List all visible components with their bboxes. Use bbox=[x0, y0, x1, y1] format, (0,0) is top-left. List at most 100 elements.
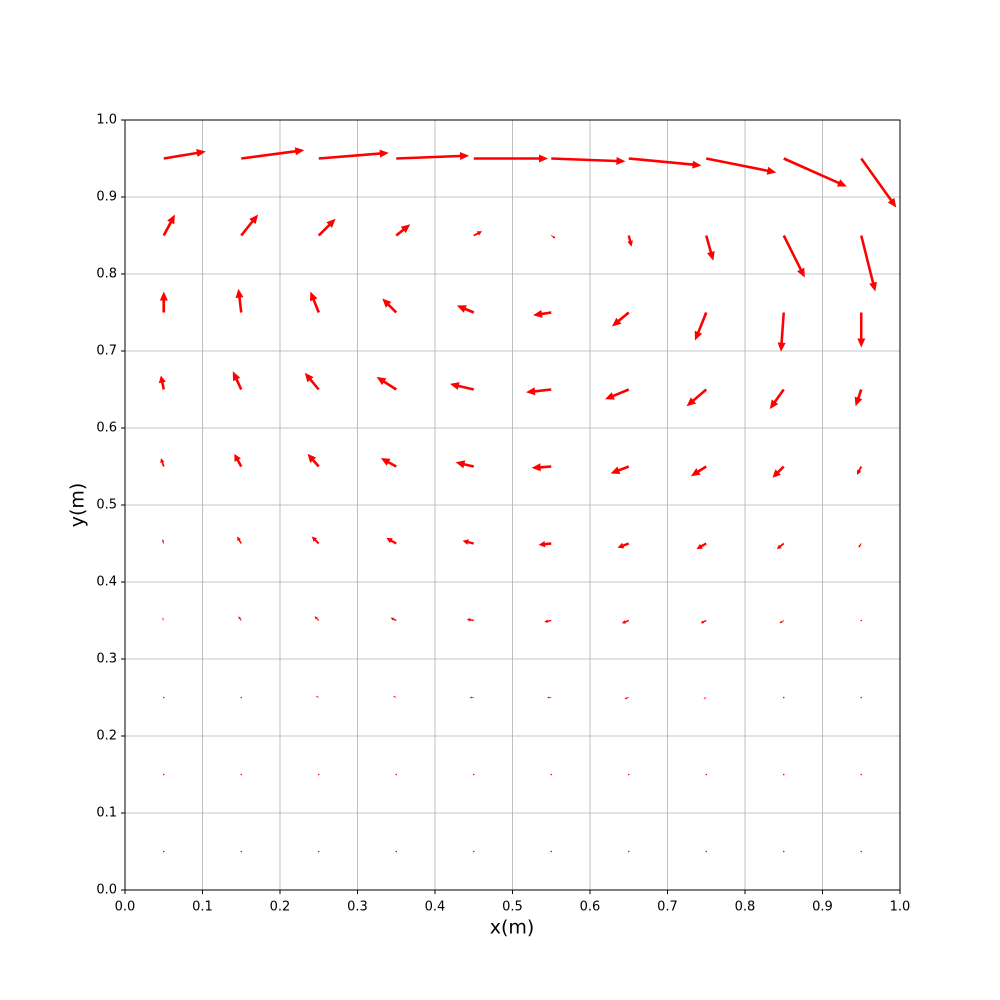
arrow bbox=[162, 214, 175, 237]
arrow bbox=[705, 773, 708, 776]
arrow-shape bbox=[531, 463, 552, 472]
arrow bbox=[162, 696, 165, 699]
arrow-shape bbox=[612, 311, 630, 327]
arrow bbox=[782, 850, 785, 853]
arrow bbox=[605, 388, 630, 400]
arrow-dot bbox=[240, 773, 243, 776]
arrow bbox=[777, 312, 786, 352]
arrow-dot bbox=[705, 773, 708, 776]
arrow-shape bbox=[627, 235, 633, 247]
arrow bbox=[449, 382, 474, 391]
arrow-shape bbox=[390, 617, 397, 622]
arrow bbox=[628, 157, 702, 169]
arrow-dot bbox=[782, 773, 785, 776]
arrow bbox=[857, 312, 866, 348]
arrow-shape bbox=[694, 312, 708, 341]
arrow-shape bbox=[163, 149, 206, 160]
y-tick-label: 0.5 bbox=[96, 498, 117, 513]
arrow-shape bbox=[466, 618, 474, 622]
arrow bbox=[551, 235, 556, 239]
arrow bbox=[241, 147, 305, 160]
arrow-shape bbox=[779, 620, 784, 624]
arrow bbox=[395, 224, 411, 237]
arrow-shape bbox=[628, 157, 702, 169]
arrow bbox=[473, 154, 548, 163]
arrow-shape bbox=[241, 147, 305, 160]
arrow-shape bbox=[240, 214, 259, 237]
arrow-dot bbox=[240, 850, 243, 853]
x-tick-label: 0.9 bbox=[812, 900, 833, 915]
arrow-shape bbox=[310, 291, 320, 313]
arrow-shape bbox=[393, 696, 397, 698]
arrow bbox=[706, 157, 777, 175]
arrow-shape bbox=[318, 149, 389, 160]
plot-frame bbox=[124, 119, 901, 891]
arrow-shape bbox=[382, 298, 398, 314]
arrow bbox=[705, 850, 708, 853]
arrow bbox=[310, 291, 320, 313]
x-tick-label: 0.0 bbox=[115, 900, 136, 915]
arrow bbox=[163, 149, 206, 160]
arrow-dot bbox=[550, 850, 553, 853]
arrow-shape bbox=[473, 154, 548, 163]
arrow-shape bbox=[605, 388, 630, 400]
arrow bbox=[462, 539, 474, 545]
arrow-shape bbox=[696, 542, 707, 550]
arrow bbox=[237, 536, 242, 544]
arrow bbox=[238, 616, 242, 621]
arrow bbox=[456, 305, 475, 314]
arrow bbox=[162, 617, 164, 621]
arrow bbox=[472, 773, 475, 776]
arrow bbox=[318, 149, 389, 160]
arrow-shape bbox=[469, 696, 474, 699]
arrow-dot bbox=[162, 773, 165, 776]
arrow-shape bbox=[703, 697, 707, 699]
arrow bbox=[235, 288, 244, 313]
arrow bbox=[240, 850, 243, 853]
arrow-shape bbox=[769, 388, 785, 410]
arrow-shape bbox=[315, 696, 319, 698]
arrow bbox=[779, 620, 784, 624]
arrow bbox=[621, 619, 629, 624]
arrow-dot bbox=[627, 850, 630, 853]
arrow bbox=[158, 375, 166, 390]
y-tick-label: 0.6 bbox=[96, 421, 117, 436]
arrow bbox=[550, 850, 553, 853]
arrow bbox=[311, 536, 320, 545]
arrow-dot bbox=[860, 773, 863, 776]
arrow bbox=[395, 773, 398, 776]
arrow-shape bbox=[700, 619, 707, 624]
arrow-shape bbox=[538, 541, 552, 548]
arrow bbox=[776, 542, 785, 550]
arrow-shape bbox=[772, 465, 785, 478]
x-axis-label: x(m) bbox=[490, 917, 535, 939]
arrow bbox=[551, 157, 626, 165]
arrow-shape bbox=[396, 152, 470, 160]
arrow bbox=[159, 291, 168, 313]
arrow-shape bbox=[533, 310, 552, 318]
arrow bbox=[624, 697, 629, 700]
arrow bbox=[317, 773, 320, 776]
arrow-shape bbox=[159, 291, 168, 313]
arrow bbox=[396, 152, 470, 160]
arrow-shape bbox=[380, 458, 397, 468]
arrow-shape bbox=[854, 389, 863, 407]
arrow-shape bbox=[237, 536, 242, 544]
arrow-shape bbox=[455, 460, 474, 469]
arrow bbox=[314, 616, 320, 621]
arrow-dot bbox=[782, 850, 785, 853]
arrow bbox=[550, 773, 553, 776]
x-tick-label: 1.0 bbox=[890, 900, 911, 915]
arrow-shape bbox=[317, 218, 336, 237]
arrow bbox=[612, 311, 630, 327]
arrow bbox=[782, 234, 805, 278]
arrow-shape bbox=[544, 619, 552, 623]
arrow bbox=[700, 619, 707, 624]
arrow-dot bbox=[782, 696, 785, 699]
arrow-shape bbox=[526, 387, 552, 396]
arrow bbox=[307, 453, 320, 468]
arrow-shape bbox=[621, 619, 629, 624]
arrow bbox=[696, 542, 707, 550]
arrow bbox=[473, 231, 483, 237]
